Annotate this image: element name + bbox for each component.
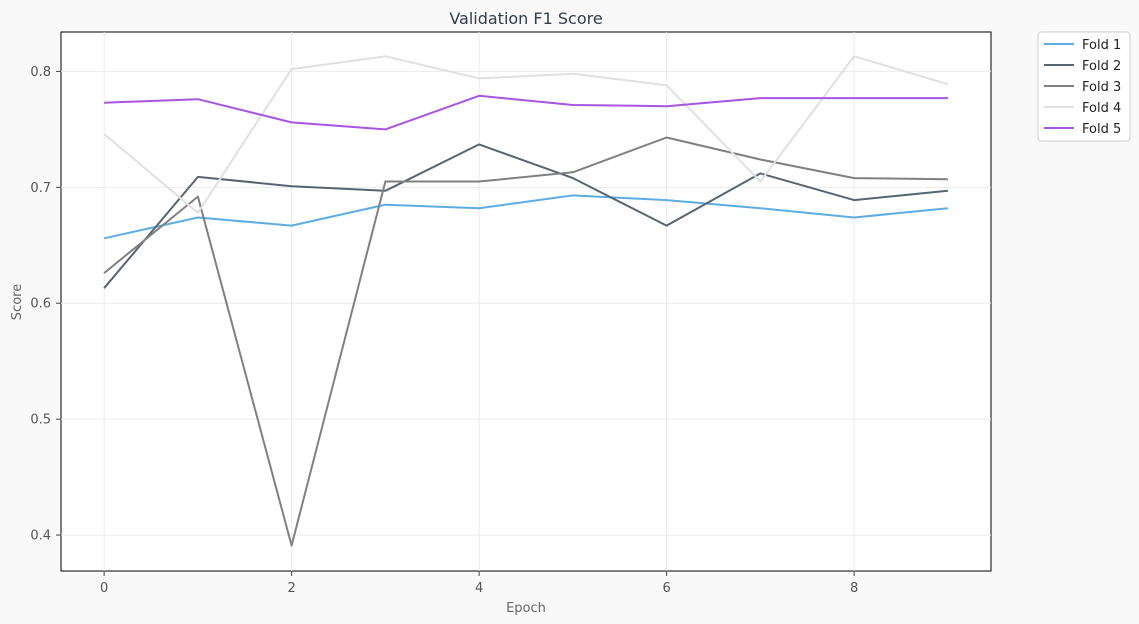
x-tick-label: 0 [100,581,108,596]
y-tick-label: 0.4 [30,529,51,544]
y-tick-label: 0.7 [30,181,51,196]
legend: Fold 1 Fold 2 Fold 3 Fold 4 Fold 5 [1037,31,1131,142]
y-axis-label: Score [10,284,25,320]
y-tick-label: 0.5 [30,413,51,428]
x-tick-label: 4 [475,581,483,596]
x-tick-label: 8 [850,581,858,596]
axes: 0 2 4 6 8 0.4 0.5 0.6 0.7 0.8 [30,65,858,596]
x-tick-label: 2 [287,581,295,596]
legend-label: Fold 5 [1082,122,1121,137]
series-line-fold-1 [103,194,948,240]
legend-label: Fold 4 [1082,101,1121,116]
series-group [103,55,949,547]
legend-label: Fold 3 [1082,80,1121,95]
legend-label: Fold 1 [1082,38,1121,53]
legend-label: Fold 2 [1082,59,1121,74]
series-line-fold-5 [104,94,948,131]
series-line-fold-4 [103,55,949,214]
series-line-fold-2 [103,143,948,289]
y-tick-label: 0.8 [30,65,51,80]
plot-area [60,31,992,572]
series-line-fold-3 [103,136,948,547]
y-tick-label: 0.6 [30,297,51,312]
chart-title: Validation F1 Score [449,9,602,28]
legend-box [1037,31,1131,142]
x-axis-label: Epoch [506,601,546,616]
x-tick-label: 6 [662,581,670,596]
